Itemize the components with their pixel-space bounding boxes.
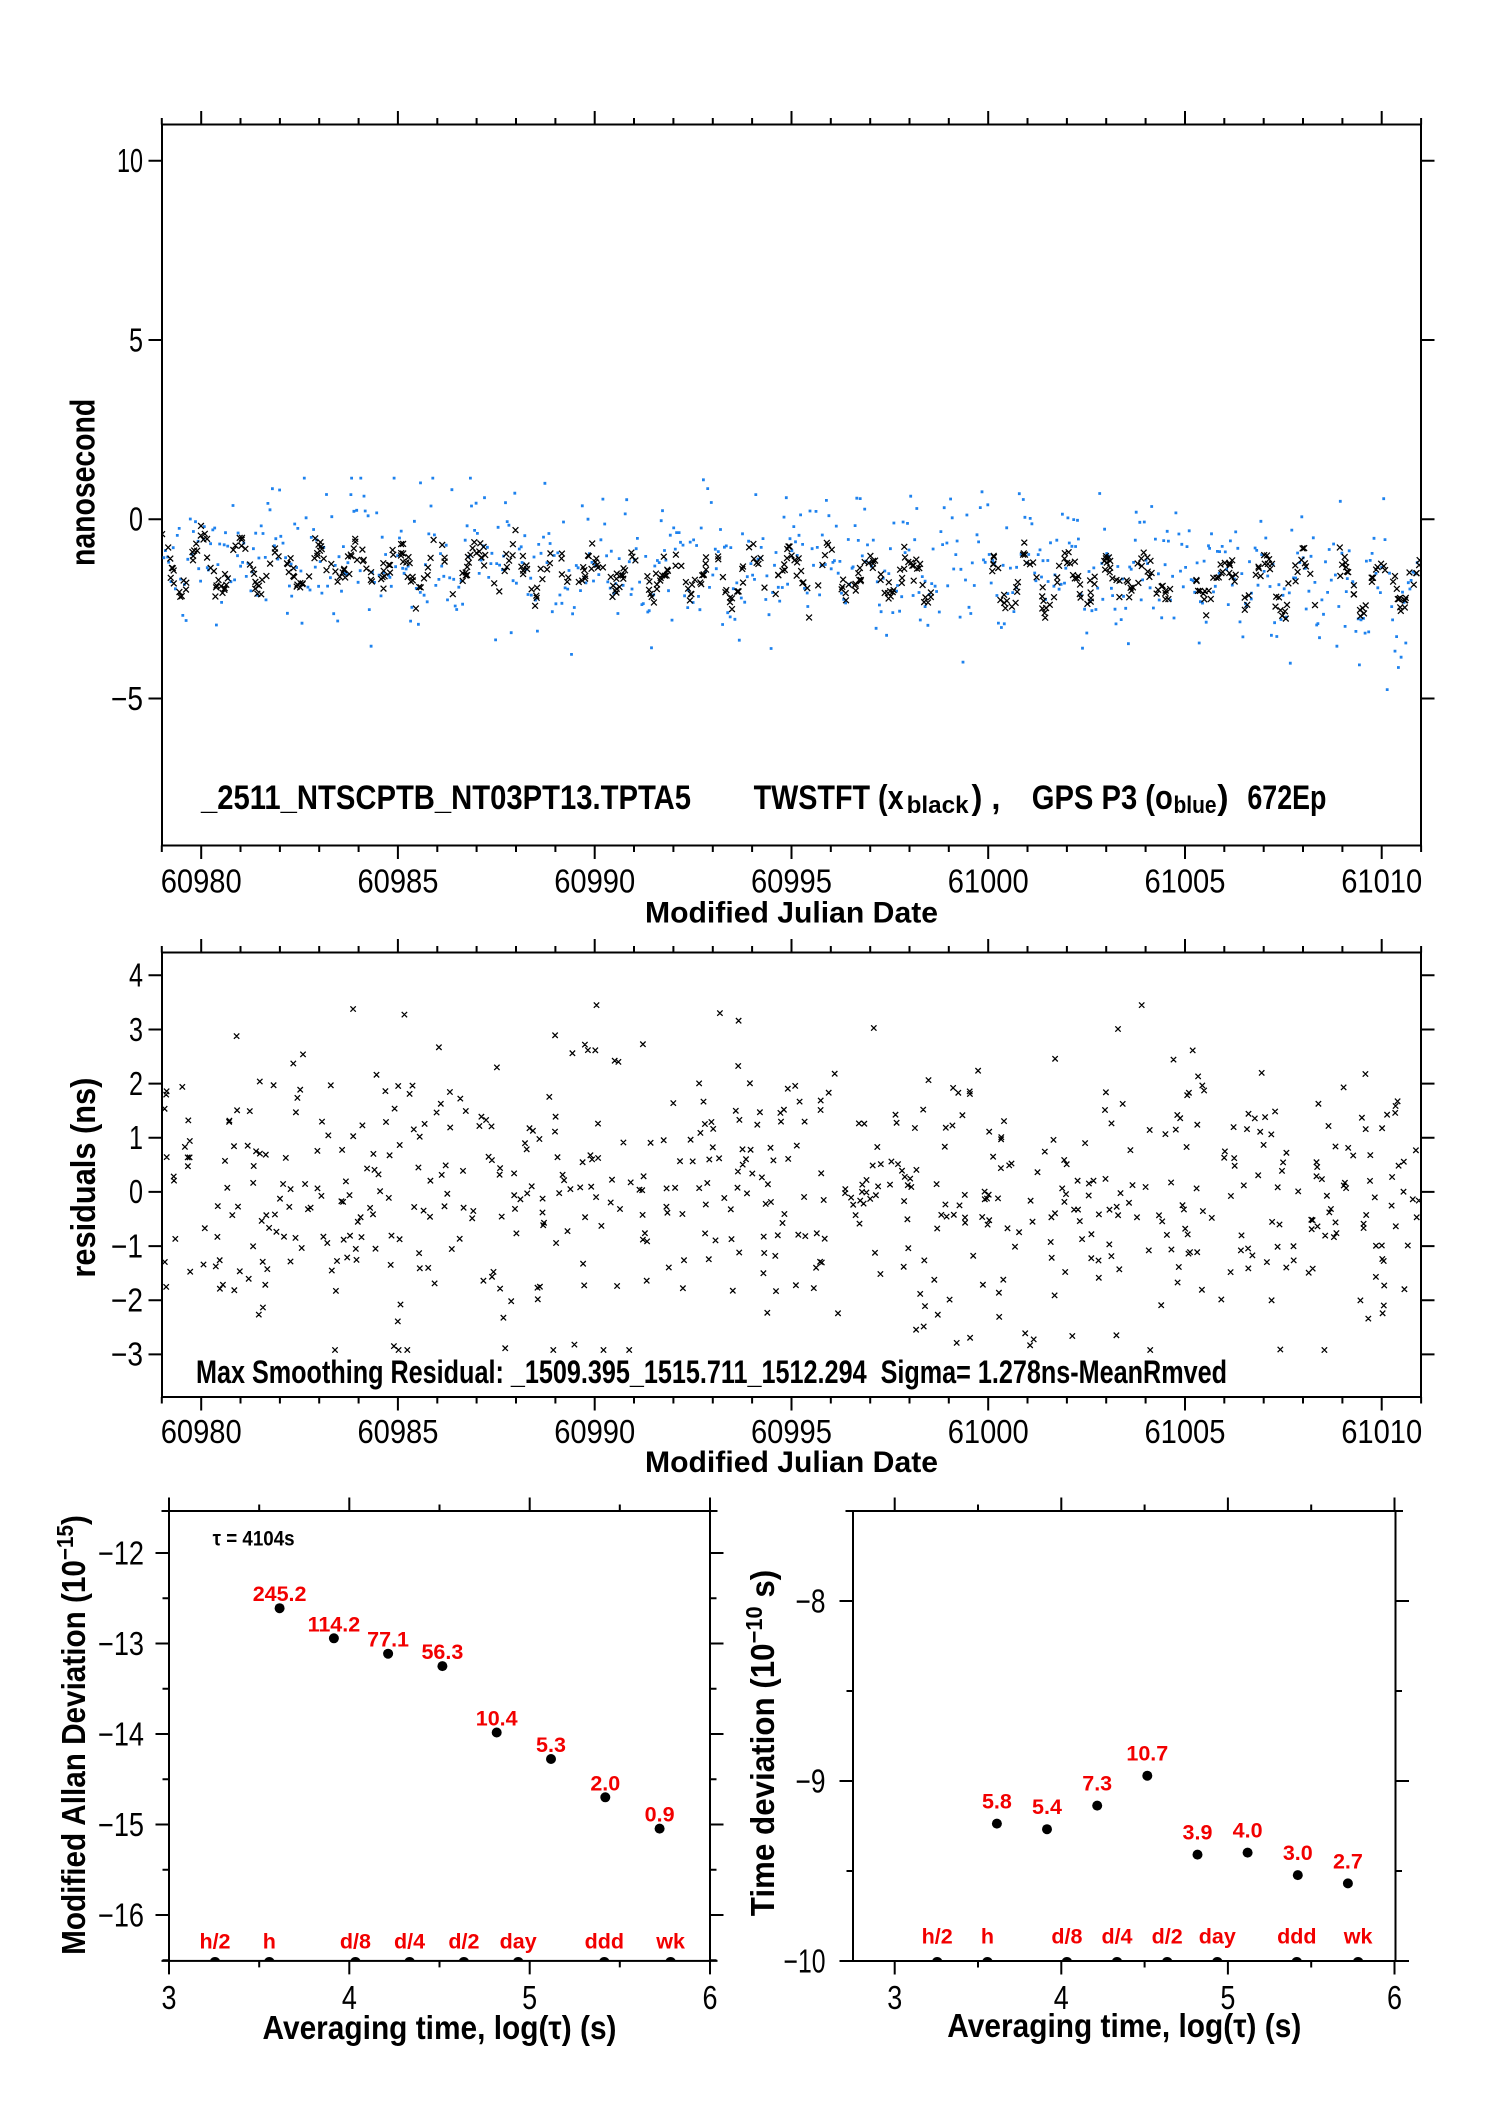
svg-text:61005: 61005 bbox=[1144, 863, 1225, 900]
svg-text:60995: 60995 bbox=[751, 863, 832, 900]
svg-text:3.9: 3.9 bbox=[1183, 1821, 1213, 1845]
svg-text:h/2: h/2 bbox=[922, 1925, 953, 1949]
svg-text:7.3: 7.3 bbox=[1082, 1772, 1112, 1796]
svg-text:2.7: 2.7 bbox=[1333, 1849, 1363, 1873]
svg-text:h/2: h/2 bbox=[199, 1930, 230, 1954]
svg-text:0: 0 bbox=[129, 1173, 143, 1210]
svg-text:60990: 60990 bbox=[554, 1413, 635, 1450]
svg-text:d/2: d/2 bbox=[1152, 1925, 1183, 1949]
svg-text:wk: wk bbox=[1343, 1925, 1373, 1949]
svg-text:10.4: 10.4 bbox=[476, 1707, 518, 1731]
svg-text:245.2: 245.2 bbox=[253, 1582, 307, 1606]
svg-text:−3: −3 bbox=[111, 1336, 143, 1373]
svg-text:77.1: 77.1 bbox=[367, 1628, 409, 1652]
svg-text:Averaging time, log(τ) (s): Averaging time, log(τ) (s) bbox=[947, 2007, 1301, 2044]
svg-text:h: h bbox=[981, 1925, 994, 1949]
svg-text:−10: −10 bbox=[784, 1942, 826, 1979]
svg-text:60985: 60985 bbox=[357, 863, 438, 900]
svg-text:−15: −15 bbox=[98, 1806, 144, 1843]
svg-text:114.2: 114.2 bbox=[308, 1612, 361, 1636]
svg-text:) ,: ) , bbox=[972, 779, 1001, 817]
svg-text:60980: 60980 bbox=[161, 1413, 242, 1450]
svg-text:d/8: d/8 bbox=[1051, 1925, 1082, 1949]
svg-text:Modified Julian Date: Modified Julian Date bbox=[645, 1446, 938, 1479]
svg-text:61010: 61010 bbox=[1341, 863, 1422, 900]
svg-text:60980: 60980 bbox=[161, 863, 242, 900]
svg-text:day: day bbox=[500, 1930, 537, 1954]
svg-text:10: 10 bbox=[117, 142, 143, 179]
svg-text:d/8: d/8 bbox=[340, 1930, 371, 1954]
svg-text:GPS P3 (o: GPS P3 (o bbox=[1032, 779, 1173, 817]
svg-text:3: 3 bbox=[887, 1979, 902, 2016]
svg-text:2.0: 2.0 bbox=[590, 1771, 620, 1795]
svg-text:60990: 60990 bbox=[554, 863, 635, 900]
svg-text:60985: 60985 bbox=[357, 1413, 438, 1450]
svg-text:3: 3 bbox=[129, 1011, 143, 1048]
svg-text:Max Smoothing Residual: _1509.: Max Smoothing Residual: _1509.395_1515.7… bbox=[196, 1354, 1227, 1390]
svg-text:−5: −5 bbox=[111, 680, 143, 717]
svg-text:day: day bbox=[1199, 1925, 1236, 1949]
svg-text:ddd: ddd bbox=[585, 1930, 624, 1954]
svg-text:5.8: 5.8 bbox=[982, 1790, 1012, 1814]
svg-text:61005: 61005 bbox=[1144, 1413, 1225, 1450]
svg-text:−12: −12 bbox=[98, 1534, 144, 1571]
svg-text:4.0: 4.0 bbox=[1233, 1819, 1263, 1843]
svg-text:5: 5 bbox=[1220, 1979, 1235, 2016]
svg-text:d/4: d/4 bbox=[1101, 1925, 1132, 1949]
svg-text:60995: 60995 bbox=[751, 1413, 832, 1450]
svg-text:2: 2 bbox=[129, 1065, 143, 1102]
svg-text:5.3: 5.3 bbox=[536, 1733, 566, 1757]
svg-text:−9: −9 bbox=[796, 1762, 826, 1799]
svg-text:0: 0 bbox=[129, 501, 143, 538]
svg-text:4: 4 bbox=[129, 957, 143, 994]
svg-text:−8: −8 bbox=[796, 1582, 826, 1619]
svg-text:black: black bbox=[907, 792, 970, 819]
svg-text:61010: 61010 bbox=[1341, 1413, 1422, 1450]
svg-text:56.3: 56.3 bbox=[421, 1640, 463, 1664]
svg-text:ddd: ddd bbox=[1277, 1925, 1316, 1949]
svg-text:−16: −16 bbox=[98, 1896, 144, 1933]
svg-text:10.7: 10.7 bbox=[1126, 1742, 1168, 1766]
svg-text:4: 4 bbox=[1054, 1979, 1069, 2016]
svg-text:5: 5 bbox=[129, 321, 143, 358]
svg-text:1: 1 bbox=[129, 1119, 143, 1156]
svg-text:TWSTFT (x: TWSTFT (x bbox=[754, 779, 904, 817]
svg-text:3: 3 bbox=[162, 1979, 177, 2016]
svg-text:Averaging time, log(τ) (s): Averaging time, log(τ) (s) bbox=[263, 2009, 617, 2046]
svg-text:_2511_NTSCPTB_NT03PT13.TPTA5: _2511_NTSCPTB_NT03PT13.TPTA5 bbox=[200, 779, 691, 817]
svg-text:61000: 61000 bbox=[948, 863, 1029, 900]
svg-text:τ = 4104s: τ = 4104s bbox=[213, 1527, 295, 1551]
svg-text:6: 6 bbox=[1387, 1979, 1402, 2016]
svg-text:d/2: d/2 bbox=[448, 1930, 479, 1954]
svg-text:4: 4 bbox=[342, 1979, 357, 2016]
svg-text:−2: −2 bbox=[111, 1282, 143, 1319]
svg-text:0.9: 0.9 bbox=[645, 1803, 675, 1827]
svg-text:−13: −13 bbox=[98, 1625, 144, 1662]
svg-text:5: 5 bbox=[522, 1979, 537, 2016]
svg-text:residuals (ns): residuals (ns) bbox=[65, 1078, 103, 1278]
svg-text:Modified Julian Date: Modified Julian Date bbox=[645, 896, 938, 929]
svg-text:61000: 61000 bbox=[948, 1413, 1029, 1450]
svg-text:−14: −14 bbox=[98, 1715, 144, 1752]
svg-text:h: h bbox=[263, 1930, 276, 1954]
svg-text:−1: −1 bbox=[111, 1227, 143, 1264]
svg-text:): ) bbox=[1217, 779, 1228, 817]
svg-text:5.4: 5.4 bbox=[1032, 1795, 1062, 1819]
svg-text:Modified Allan Deviation (10−1: Modified Allan Deviation (10−15) bbox=[52, 1515, 92, 1955]
svg-text:nanosecond: nanosecond bbox=[64, 399, 102, 566]
svg-text:blue: blue bbox=[1174, 792, 1217, 819]
svg-text:672Ep: 672Ep bbox=[1247, 779, 1326, 817]
svg-text:6: 6 bbox=[702, 1979, 717, 2016]
svg-text:3.0: 3.0 bbox=[1283, 1841, 1313, 1865]
svg-text:d/4: d/4 bbox=[394, 1930, 425, 1954]
svg-text:wk: wk bbox=[655, 1930, 685, 1954]
